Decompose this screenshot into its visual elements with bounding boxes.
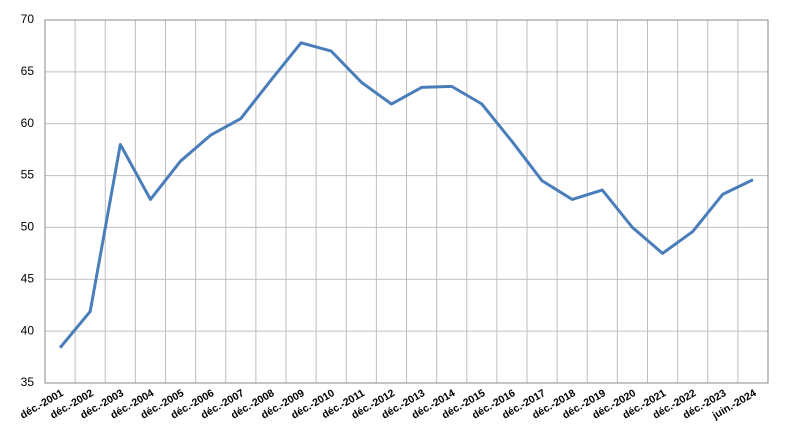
y-tick-label: 60 [21,116,35,130]
data-line [58,41,754,349]
y-tick-label: 45 [21,271,35,285]
y-tick-label: 50 [21,220,35,234]
y-tick-label: 40 [21,323,35,337]
plot-frame [44,19,769,384]
y-tick-label: 65 [21,64,35,78]
y-tick-label: 35 [21,375,35,389]
y-tick-label: 70 [21,12,35,26]
y-tick-label: 55 [21,168,35,182]
